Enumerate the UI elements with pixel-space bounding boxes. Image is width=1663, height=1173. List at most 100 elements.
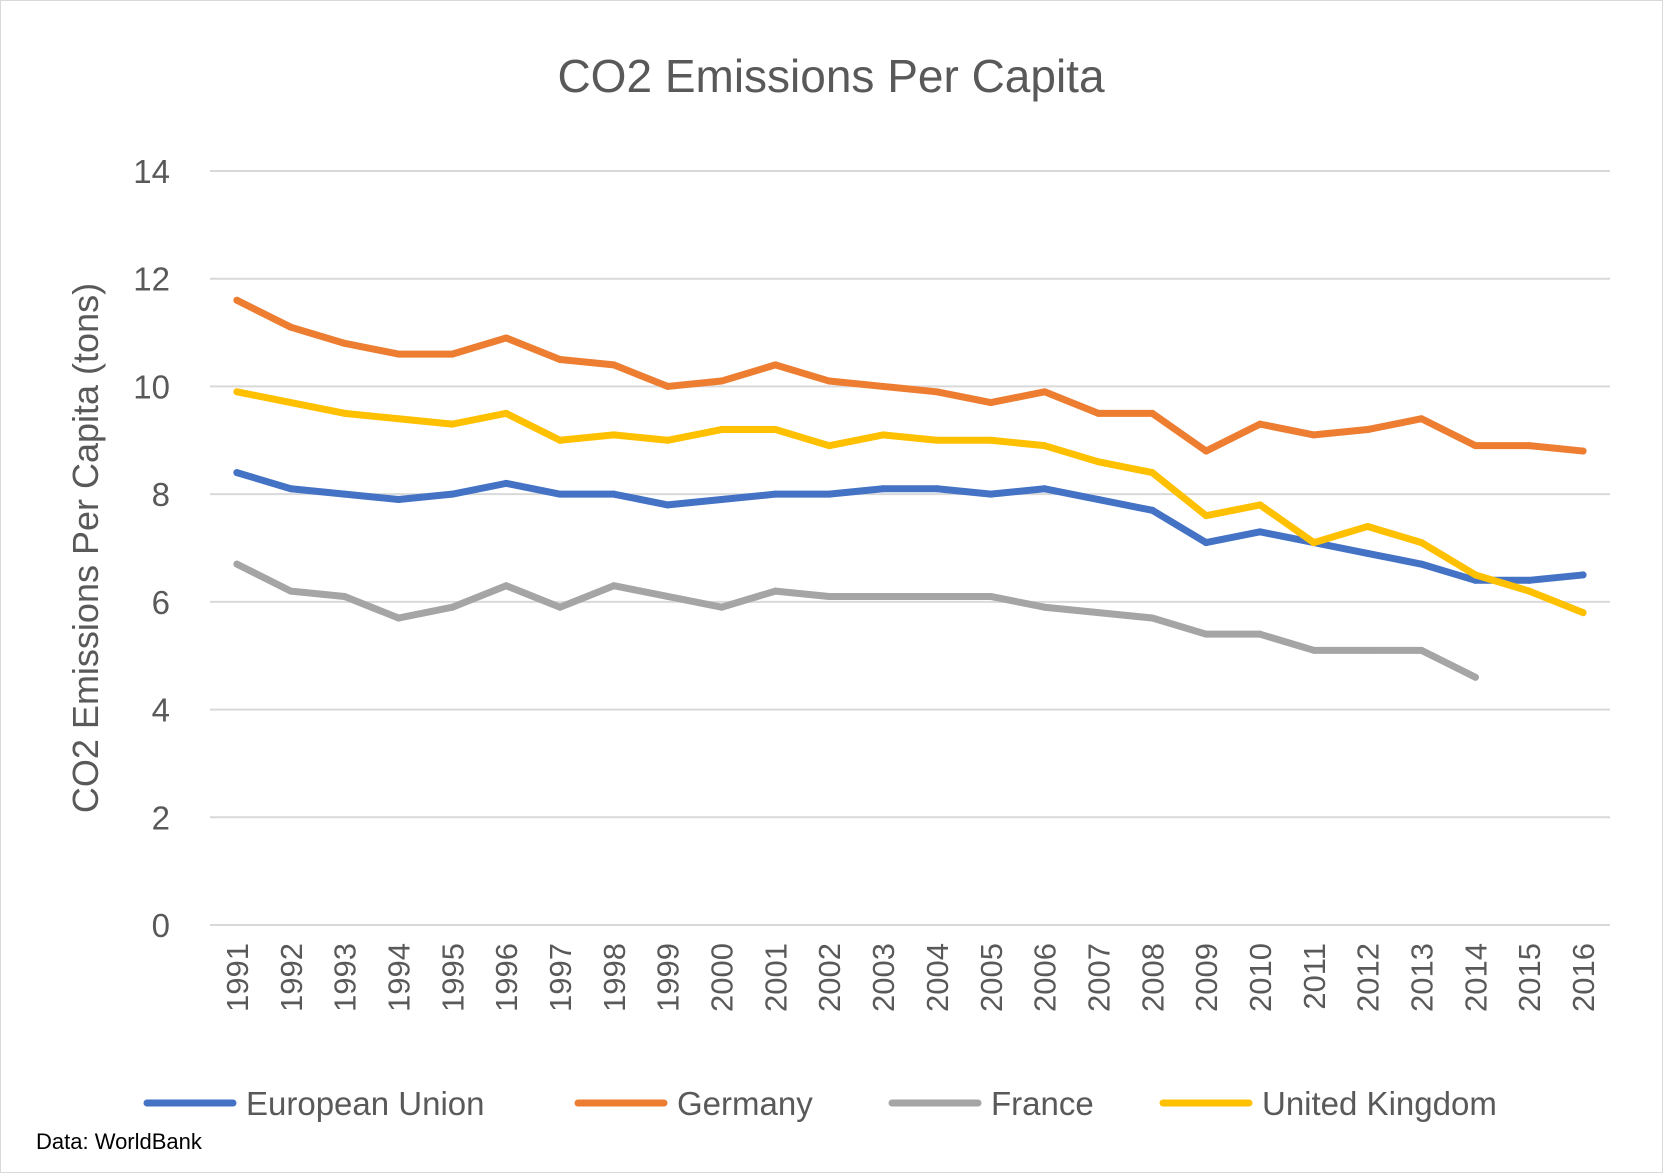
data-point	[664, 436, 672, 444]
data-point	[1202, 630, 1210, 638]
data-point	[448, 603, 456, 611]
data-point	[879, 592, 887, 600]
series-germany	[233, 296, 1587, 455]
x-tick-label: 2008	[1135, 943, 1170, 1012]
x-tick-label: 2005	[974, 943, 1009, 1012]
data-point	[448, 490, 456, 498]
data-point	[1148, 409, 1156, 417]
data-point	[987, 436, 995, 444]
data-point	[771, 361, 779, 369]
y-tick-label: 10	[133, 368, 170, 405]
data-point	[287, 485, 295, 493]
data-point	[1094, 496, 1102, 504]
data-point	[502, 479, 510, 487]
y-tick-label: 0	[152, 907, 170, 944]
data-point	[1256, 501, 1264, 509]
data-point	[287, 323, 295, 331]
x-tick-label: 2009	[1189, 943, 1224, 1012]
legend-item-france: France	[888, 1085, 1094, 1122]
data-point	[1310, 431, 1318, 439]
data-point	[1256, 420, 1264, 428]
data-point	[771, 490, 779, 498]
data-point	[933, 592, 941, 600]
data-point	[987, 490, 995, 498]
data-point	[1579, 571, 1587, 579]
x-tick-label: 2004	[920, 943, 955, 1012]
data-point	[287, 587, 295, 595]
y-axis-label: CO2 Emissions Per Capita (tons)	[65, 283, 106, 813]
data-point	[1202, 512, 1210, 520]
y-tick-label: 14	[133, 153, 170, 190]
data-point	[825, 592, 833, 600]
data-point	[610, 582, 618, 590]
x-tick-label: 1999	[651, 943, 686, 1012]
gridlines	[210, 170, 1610, 926]
data-point	[1148, 614, 1156, 622]
x-axis-ticks: 1991 1992 1993 1994 1995 1996 1997 1998 1999 2000…	[220, 943, 1601, 1012]
data-point	[556, 490, 564, 498]
data-point	[502, 409, 510, 417]
chart-title: CO2 Emissions Per Capita	[557, 50, 1104, 102]
data-point	[233, 469, 241, 477]
data-point	[1041, 388, 1049, 396]
series-european-union	[233, 469, 1587, 584]
data-point	[1094, 409, 1102, 417]
data-point	[1310, 646, 1318, 654]
data-point	[1525, 587, 1533, 595]
data-point	[394, 350, 402, 358]
data-point	[556, 436, 564, 444]
data-point	[1094, 609, 1102, 617]
data-point	[1579, 447, 1587, 455]
data-point	[1418, 646, 1426, 654]
data-point	[1041, 485, 1049, 493]
data-point	[987, 399, 995, 407]
y-axis-ticks: 0 2 4 6 8 10 12 14	[133, 153, 170, 944]
x-tick-label: 2016	[1566, 943, 1601, 1012]
data-point	[1148, 506, 1156, 514]
x-tick-label: 1997	[543, 943, 578, 1012]
x-tick-label: 2015	[1512, 943, 1547, 1012]
data-point	[1525, 576, 1533, 584]
data-point	[664, 592, 672, 600]
legend-label: Germany	[677, 1085, 813, 1122]
legend-item-germany: Germany	[574, 1085, 813, 1122]
data-point	[718, 496, 726, 504]
y-tick-label: 2	[152, 799, 170, 836]
data-point	[825, 442, 833, 450]
data-point	[341, 592, 349, 600]
data-point	[825, 377, 833, 385]
data-point	[1364, 426, 1372, 434]
data-point	[233, 296, 241, 304]
data-point	[771, 587, 779, 595]
legend-label: France	[991, 1085, 1094, 1122]
x-tick-label: 1991	[220, 943, 255, 1012]
data-point	[1418, 560, 1426, 568]
x-tick-label: 2002	[812, 943, 847, 1012]
data-point	[933, 388, 941, 396]
data-point	[1579, 609, 1587, 617]
legend: European Union Germany France United Kingdo…	[143, 1085, 1497, 1122]
data-point	[771, 426, 779, 434]
data-point	[448, 420, 456, 428]
data-point	[1471, 571, 1479, 579]
x-tick-label: 1992	[274, 943, 309, 1012]
x-tick-label: 2003	[866, 943, 901, 1012]
data-point	[341, 339, 349, 347]
x-tick-label: 1994	[381, 943, 416, 1012]
data-point	[1256, 528, 1264, 536]
data-point	[1471, 673, 1479, 681]
data-point	[394, 614, 402, 622]
x-tick-label: 1993	[328, 943, 363, 1012]
data-point	[718, 377, 726, 385]
data-point	[287, 399, 295, 407]
x-tick-label: 2007	[1081, 943, 1116, 1012]
series-france	[233, 560, 1479, 681]
y-tick-label: 4	[152, 692, 170, 729]
data-point	[1202, 539, 1210, 547]
data-point	[879, 485, 887, 493]
legend-label: European Union	[246, 1085, 485, 1122]
data-point	[556, 603, 564, 611]
data-point	[664, 501, 672, 509]
data-point	[341, 409, 349, 417]
